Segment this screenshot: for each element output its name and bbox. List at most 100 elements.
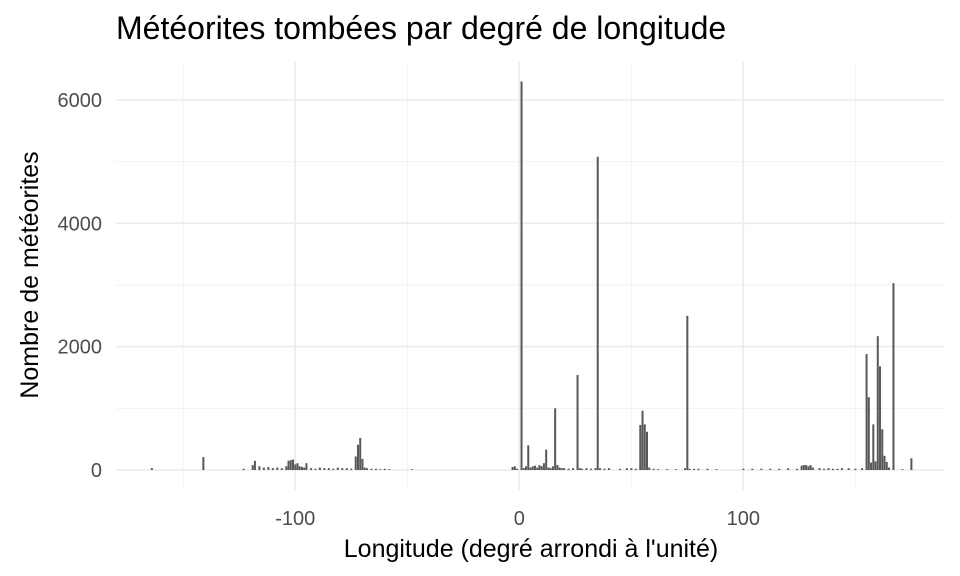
y-tick-label: 4000	[58, 213, 103, 235]
bar	[807, 466, 810, 470]
bar	[870, 462, 873, 470]
bar	[802, 465, 805, 470]
bar	[715, 469, 718, 470]
bar	[354, 456, 357, 470]
bar	[542, 463, 545, 470]
bar	[285, 466, 288, 470]
bar	[854, 468, 857, 470]
bar	[560, 468, 563, 470]
bar	[598, 468, 601, 470]
bar	[529, 467, 532, 470]
bar	[581, 468, 584, 470]
bar	[363, 467, 366, 470]
bar	[706, 468, 709, 470]
bar	[359, 437, 362, 470]
bar	[831, 468, 834, 470]
bar	[769, 468, 772, 470]
bar	[751, 468, 754, 470]
bar	[202, 457, 205, 470]
bar	[867, 397, 870, 470]
bar	[589, 468, 593, 470]
bar	[305, 463, 308, 470]
bar	[522, 468, 525, 470]
bar	[267, 466, 270, 470]
bar	[787, 468, 790, 470]
bar	[554, 408, 557, 470]
bar	[800, 465, 803, 470]
bar	[567, 468, 570, 470]
bar	[527, 445, 530, 470]
bar	[361, 458, 364, 470]
bar	[688, 468, 691, 470]
bar	[271, 468, 274, 470]
bar	[805, 465, 808, 470]
bar	[666, 469, 669, 470]
bar	[341, 468, 344, 470]
bar	[294, 464, 297, 470]
bar	[242, 468, 245, 470]
bar	[874, 461, 877, 470]
bar	[327, 468, 330, 470]
x-tick-label: 0	[514, 508, 525, 530]
bar	[549, 468, 552, 470]
bar	[634, 468, 637, 470]
grid-lines	[116, 62, 945, 490]
bar	[520, 81, 523, 470]
bar	[836, 468, 839, 470]
bar	[300, 466, 303, 470]
bar	[619, 468, 622, 470]
bar	[258, 466, 261, 470]
bar	[876, 336, 879, 470]
bar	[811, 467, 814, 470]
bar	[693, 468, 696, 470]
bar	[150, 468, 153, 470]
bar	[356, 444, 359, 470]
bar	[594, 468, 597, 470]
bar	[536, 467, 539, 470]
bar	[309, 468, 312, 470]
bar	[533, 465, 536, 470]
bar	[818, 468, 821, 470]
bar	[540, 466, 543, 470]
bar	[641, 410, 644, 470]
bar	[253, 460, 256, 470]
bar	[840, 468, 843, 470]
bar	[697, 468, 700, 470]
bar	[675, 469, 678, 470]
y-tick-label: 0	[91, 460, 102, 482]
x-tick-label: 100	[727, 508, 760, 530]
bar	[287, 460, 290, 470]
x-tick-label: -100	[275, 508, 315, 530]
bar	[778, 468, 781, 470]
bar	[516, 468, 519, 470]
bar	[910, 458, 913, 470]
bar	[280, 468, 283, 470]
bar	[547, 467, 550, 470]
bar	[558, 467, 561, 470]
bar	[585, 468, 588, 470]
bar	[861, 468, 864, 470]
bar	[551, 466, 554, 470]
bar	[545, 449, 548, 470]
bar	[648, 467, 651, 470]
bar	[513, 466, 516, 470]
bar	[652, 468, 655, 470]
bar	[350, 468, 353, 470]
bar	[657, 469, 660, 470]
bar	[881, 429, 884, 470]
bar	[847, 468, 850, 470]
bar	[625, 468, 628, 470]
bar	[865, 354, 868, 470]
bar	[892, 283, 895, 470]
bar	[374, 468, 377, 470]
bar	[365, 468, 368, 470]
bar	[883, 455, 886, 470]
bar	[289, 460, 292, 470]
bar	[643, 424, 646, 470]
bar	[576, 375, 579, 470]
bars	[150, 81, 913, 470]
bar	[262, 467, 265, 470]
bar	[251, 465, 254, 470]
